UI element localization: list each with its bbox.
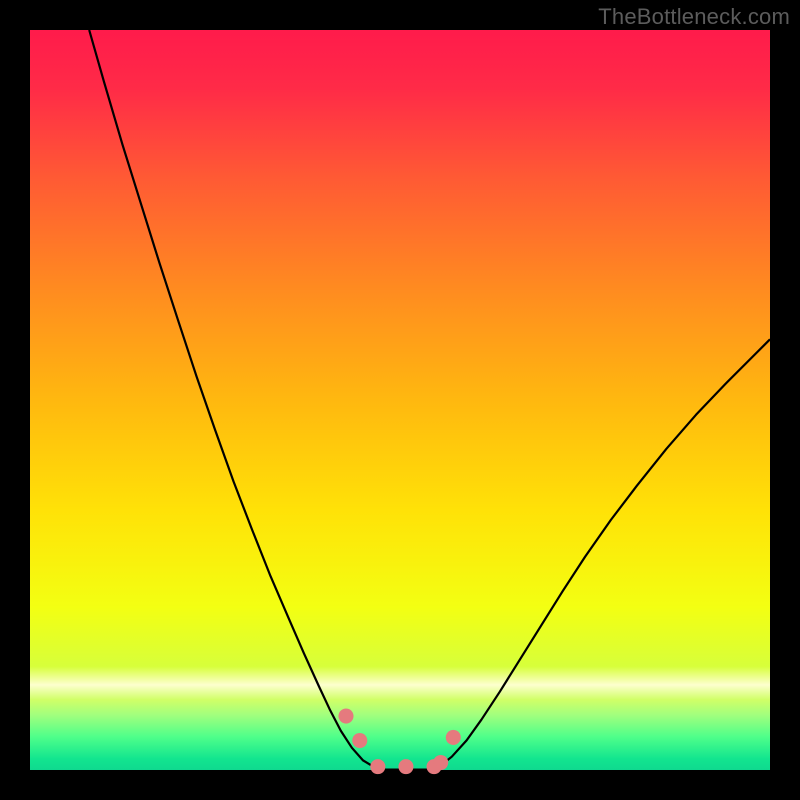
chart-container: TheBottleneck.com (0, 0, 800, 800)
bottleneck-chart (0, 0, 800, 800)
watermark-text: TheBottleneck.com (598, 4, 790, 30)
gradient-background (30, 30, 770, 770)
